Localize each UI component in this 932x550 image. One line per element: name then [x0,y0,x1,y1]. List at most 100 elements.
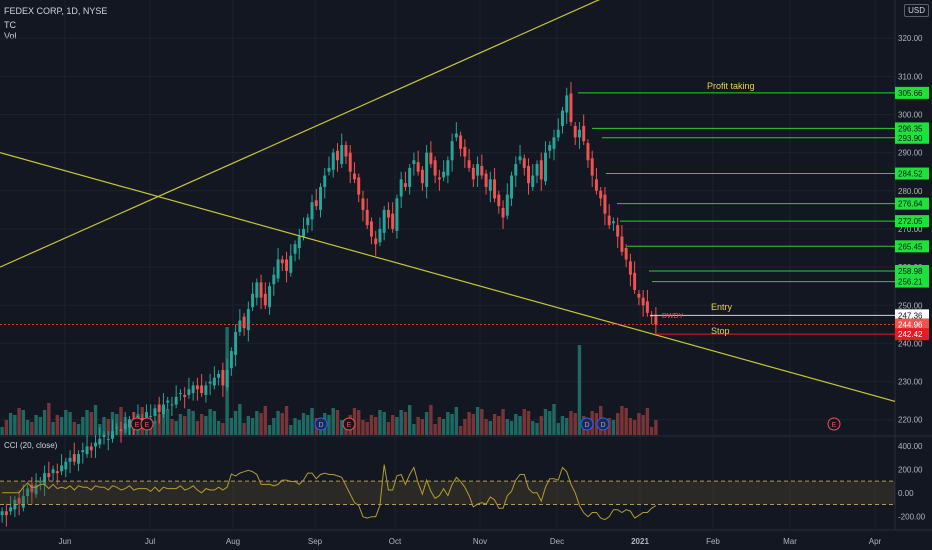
time-tick-label: Mar [783,537,797,546]
volume-bar [255,411,259,435]
currency-badge[interactable]: USD [904,4,929,17]
volume-bar [615,413,620,435]
volume-bar [250,418,255,435]
volume-bar [221,423,225,435]
candle-body [310,202,314,220]
volume-bar [607,418,611,435]
volume-bar [378,410,382,435]
price-tick-label: 310.00 [898,72,923,81]
candle-body [493,179,497,199]
volume-bar [624,408,628,435]
candle-body [403,183,407,187]
candle-body [535,164,539,176]
candle-body [539,160,543,180]
candle-body [127,419,131,428]
candle-body [68,457,72,462]
volume-bar [191,411,195,435]
candle-body [442,171,446,178]
candle-body [81,450,85,453]
volume-bar [471,414,476,435]
entry-note: Entry [711,302,733,312]
candle-body [55,471,59,474]
volume-bar [365,422,369,435]
volume-bar [17,408,21,435]
candle-body [157,404,161,413]
volume-bar [450,414,454,435]
candle-body [251,293,255,308]
time-tick-label: Feb [706,537,720,546]
candle-body [238,320,242,332]
price-level-label: 293.90 [898,134,923,143]
volume-bar [637,413,641,435]
candle-body [204,385,208,395]
volume-bar [369,415,374,435]
candle-body [38,480,42,483]
volume-bar [335,410,340,435]
volume-bar [72,422,76,435]
candle-body [480,165,484,176]
candle-body [212,377,216,386]
candle-body [336,150,339,161]
candle-body [43,473,47,485]
candle-body [302,228,306,237]
price-level-box [895,131,929,144]
candle-body [149,415,153,417]
cci-tick-label: 200.00 [898,465,923,474]
candle-body [552,137,556,149]
candle-body [416,162,420,172]
volume-bar [47,403,51,435]
candle-body [476,164,480,176]
volume-bar [199,414,204,435]
volume-bar [611,420,616,435]
candle-body [514,164,518,176]
candle-body [386,209,390,218]
candle-body [89,446,93,451]
price-level-label: 272.05 [898,217,923,226]
candle-body [123,423,127,430]
candle-body [21,496,25,508]
volume-bar [238,404,242,435]
candle-body [361,198,365,210]
volume-bar [505,419,509,435]
price-tick-label: 220.00 [898,416,923,425]
candle-body [111,431,114,439]
time-tick-label: Dec [550,537,564,546]
time-tick-label: 2021 [631,537,649,546]
volume-bar [246,416,251,435]
price-level-label: 244.96 [898,320,923,329]
earnings-event-icon [140,417,154,431]
candle-body [268,286,272,308]
price-level-box [895,197,929,210]
candle-body [297,236,301,249]
volume-bar [573,413,577,435]
candle-body [382,209,386,233]
candle-body [60,465,64,472]
candle-body [77,454,81,464]
volume-bar [34,415,38,435]
candle-body [429,152,433,165]
volume-bar [259,413,263,435]
earnings-event-icon [314,417,328,431]
candle-body [30,484,34,493]
volume-bar [161,407,166,435]
candle-body [565,95,569,113]
volume-bar [64,410,68,435]
candle-body [272,274,276,285]
candle-body [51,469,55,474]
volume-bar [212,411,217,435]
volume-bar [514,414,518,435]
candle-body [454,133,458,138]
volume-bar [119,407,123,435]
candle-body [85,446,89,455]
candle-body [510,175,514,199]
volume-bar [68,412,72,435]
volume-bar [357,410,361,435]
event-letter: D [318,422,323,429]
dwdy-marker: DWDY [662,313,684,320]
candle-body [306,217,310,226]
volume-bar [0,427,4,435]
volume-bar [569,411,573,435]
price-level-label: 265.45 [898,242,923,251]
candle-body [590,158,594,176]
